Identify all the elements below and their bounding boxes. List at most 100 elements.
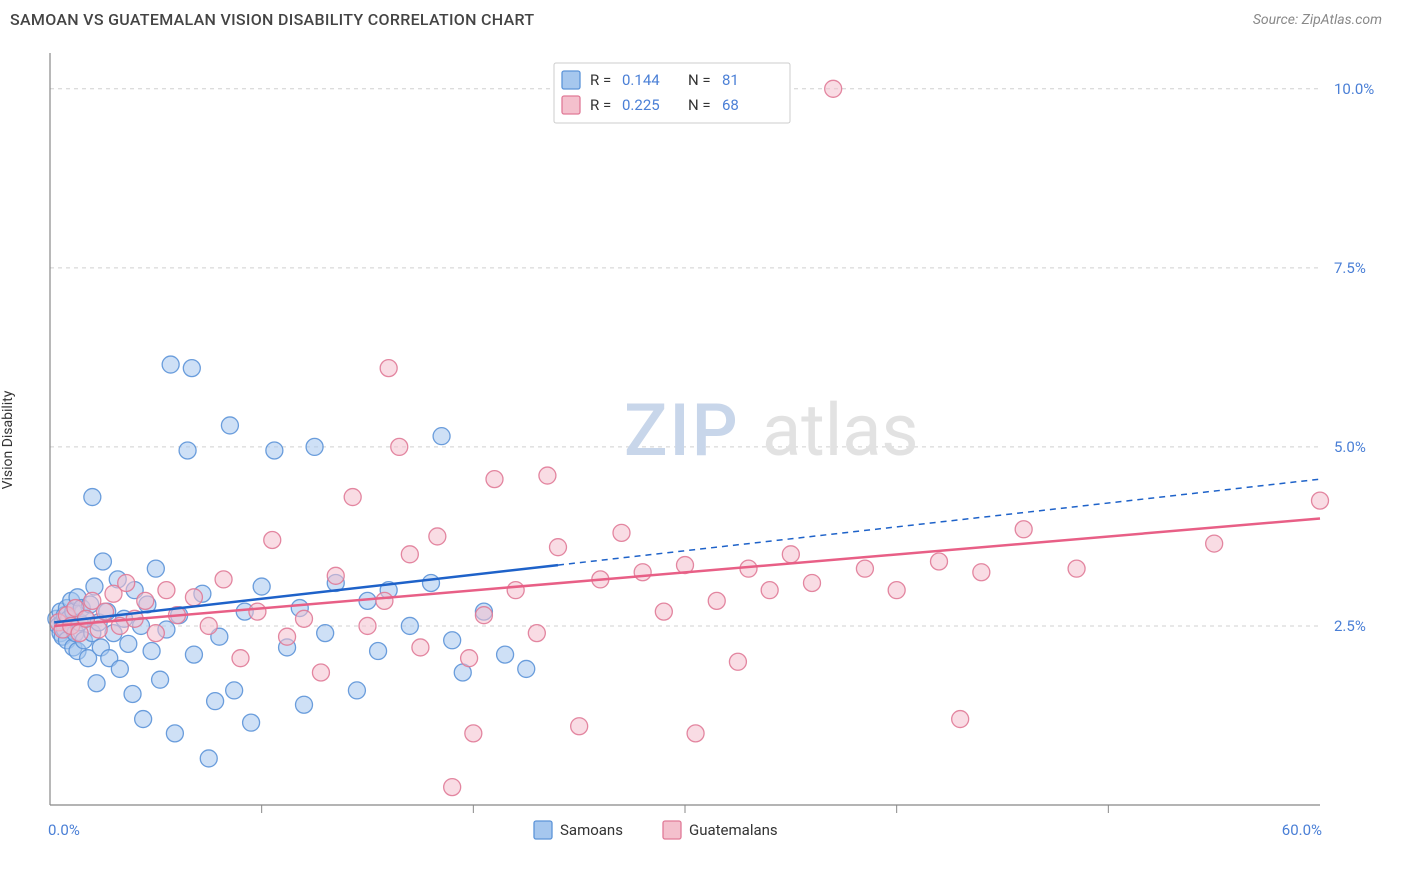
data-point xyxy=(279,628,296,645)
data-point xyxy=(147,560,164,577)
data-point xyxy=(433,428,450,445)
data-point xyxy=(207,693,224,710)
legend-r-value: 0.144 xyxy=(622,71,660,89)
data-point xyxy=(550,539,567,556)
chart-container: Vision Disability ZIPatlas0.0%60.0%2.5%5… xyxy=(14,35,1394,845)
data-point xyxy=(401,617,418,634)
data-point xyxy=(528,625,545,642)
data-point xyxy=(306,438,323,455)
trendline-guatemalans xyxy=(54,519,1320,626)
data-point xyxy=(185,646,202,663)
data-point xyxy=(120,635,137,652)
data-point xyxy=(888,582,905,599)
source-attribution: Source: ZipAtlas.com xyxy=(1253,12,1382,28)
data-point xyxy=(162,356,179,373)
y-axis-label: Vision Disability xyxy=(0,391,16,490)
data-point xyxy=(376,592,393,609)
data-point xyxy=(952,711,969,728)
data-point xyxy=(232,650,249,667)
data-point xyxy=(931,553,948,570)
data-point xyxy=(359,617,376,634)
correlation-legend: R =0.144N =81R =0.225N =68 xyxy=(554,63,790,123)
series-legend: SamoansGuatemalans xyxy=(534,821,778,839)
data-point xyxy=(266,442,283,459)
x-tick-label: 60.0% xyxy=(1282,821,1322,839)
data-point xyxy=(183,360,200,377)
data-point xyxy=(1312,492,1329,509)
data-point xyxy=(94,553,111,570)
data-point xyxy=(118,574,135,591)
data-point xyxy=(344,489,361,506)
data-point xyxy=(1015,521,1032,538)
chart-header: SAMOAN VS GUATEMALAN VISION DISABILITY C… xyxy=(0,0,1406,35)
data-point xyxy=(200,750,217,767)
y-tick-label: 7.5% xyxy=(1334,259,1366,277)
legend-series-label: Guatemalans xyxy=(689,821,778,839)
data-point xyxy=(539,467,556,484)
data-point xyxy=(444,632,461,649)
legend-n-label: N = xyxy=(688,96,711,114)
data-point xyxy=(243,714,260,731)
data-point xyxy=(312,664,329,681)
legend-r-label: R = xyxy=(590,96,611,114)
data-point xyxy=(317,625,334,642)
data-point xyxy=(296,696,313,713)
chart-title: SAMOAN VS GUATEMALAN VISION DISABILITY C… xyxy=(10,10,534,29)
data-point xyxy=(215,571,232,588)
data-point xyxy=(137,592,154,609)
legend-r-label: R = xyxy=(590,71,611,89)
data-point xyxy=(729,653,746,670)
legend-swatch xyxy=(663,821,681,839)
data-point xyxy=(461,650,478,667)
data-point xyxy=(147,625,164,642)
y-tick-label: 5.0% xyxy=(1334,438,1366,456)
data-point xyxy=(423,574,440,591)
series-samoans xyxy=(48,356,535,767)
data-point xyxy=(761,582,778,599)
data-point xyxy=(687,725,704,742)
legend-swatch xyxy=(562,71,580,89)
data-point xyxy=(429,528,446,545)
scatter-chart: ZIPatlas0.0%60.0%2.5%5.0%7.5%10.0%R =0.1… xyxy=(14,35,1394,845)
data-point xyxy=(327,567,344,584)
data-point xyxy=(143,643,160,660)
data-point xyxy=(135,711,152,728)
data-point xyxy=(152,671,169,688)
data-point xyxy=(249,603,266,620)
svg-text:ZIP: ZIP xyxy=(624,388,740,473)
data-point xyxy=(708,592,725,609)
data-point xyxy=(158,582,175,599)
data-point xyxy=(518,660,535,677)
data-point xyxy=(613,524,630,541)
data-point xyxy=(782,546,799,563)
data-point xyxy=(226,682,243,699)
data-point xyxy=(221,417,238,434)
legend-swatch xyxy=(562,96,580,114)
data-point xyxy=(84,489,101,506)
y-tick-label: 10.0% xyxy=(1334,80,1374,98)
data-point xyxy=(370,643,387,660)
y-tick-label: 2.5% xyxy=(1334,617,1366,635)
data-point xyxy=(973,564,990,581)
data-point xyxy=(166,725,183,742)
data-point xyxy=(507,582,524,599)
data-point xyxy=(111,660,128,677)
data-point xyxy=(1206,535,1223,552)
data-point xyxy=(444,779,461,796)
data-point xyxy=(571,718,588,735)
legend-r-value: 0.225 xyxy=(622,96,660,114)
data-point xyxy=(401,546,418,563)
data-point xyxy=(497,646,514,663)
data-point xyxy=(200,617,217,634)
legend-n-value: 68 xyxy=(722,96,739,114)
data-point xyxy=(348,682,365,699)
data-point xyxy=(486,471,503,488)
trendline-extrap-samoans xyxy=(558,479,1320,565)
data-point xyxy=(634,564,651,581)
data-point xyxy=(856,560,873,577)
data-point xyxy=(1068,560,1085,577)
legend-n-label: N = xyxy=(688,71,711,89)
data-point xyxy=(804,574,821,591)
data-point xyxy=(253,578,270,595)
data-point xyxy=(264,532,281,549)
